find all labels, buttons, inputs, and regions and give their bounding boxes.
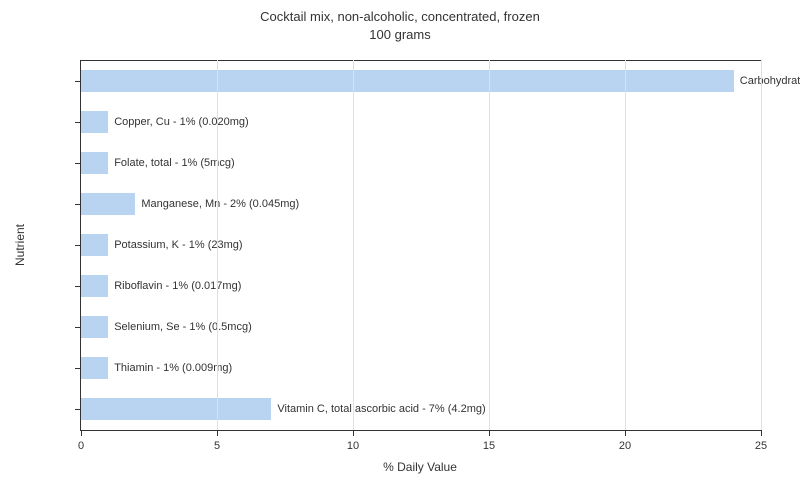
y-tick (75, 327, 81, 328)
chart-title: Cocktail mix, non-alcoholic, concentrate… (0, 8, 800, 43)
bar-row: Riboflavin - 1% (0.017mg) (81, 272, 761, 300)
x-tick (217, 430, 218, 436)
bar-row: Carbohydrates - 24% (71.60g) (81, 67, 761, 95)
y-tick (75, 368, 81, 369)
y-tick (75, 245, 81, 246)
bar (81, 316, 108, 338)
bar (81, 398, 271, 420)
x-tick (353, 430, 354, 436)
gridline (353, 60, 354, 430)
gridline (217, 60, 218, 430)
x-tick-label: 0 (78, 440, 84, 452)
bar (81, 193, 135, 215)
x-tick-label: 10 (347, 440, 359, 452)
plot-top-border (81, 60, 761, 61)
chart-title-line2: 100 grams (0, 26, 800, 44)
y-tick (75, 286, 81, 287)
bar (81, 111, 108, 133)
y-tick (75, 409, 81, 410)
chart-title-line1: Cocktail mix, non-alcoholic, concentrate… (0, 8, 800, 26)
bar-row: Vitamin C, total ascorbic acid - 7% (4.2… (81, 395, 761, 423)
bar-label: Selenium, Se - 1% (0.5mcg) (108, 321, 252, 333)
bar-row: Copper, Cu - 1% (0.020mg) (81, 108, 761, 136)
x-tick-label: 5 (214, 440, 220, 452)
y-tick (75, 81, 81, 82)
bar-label: Vitamin C, total ascorbic acid - 7% (4.2… (271, 403, 485, 415)
bar (81, 357, 108, 379)
x-tick (761, 430, 762, 436)
bar-label: Potassium, K - 1% (23mg) (108, 239, 242, 251)
x-tick (81, 430, 82, 436)
y-tick (75, 122, 81, 123)
nutrient-chart: Cocktail mix, non-alcoholic, concentrate… (0, 0, 800, 500)
bars-layer: Carbohydrates - 24% (71.60g) Copper, Cu -… (81, 60, 761, 430)
x-tick-label: 20 (619, 440, 631, 452)
bar-row: Thiamin - 1% (0.009mg) (81, 354, 761, 382)
x-tick (625, 430, 626, 436)
gridline (489, 60, 490, 430)
bar-row: Selenium, Se - 1% (0.5mcg) (81, 313, 761, 341)
gridline (761, 60, 762, 430)
bar-label: Carbohydrates - 24% (71.60g) (734, 75, 800, 87)
bar-label: Thiamin - 1% (0.009mg) (108, 362, 232, 374)
y-tick (75, 163, 81, 164)
x-axis-label: % Daily Value (80, 460, 760, 474)
y-axis-label-container: Nutrient (12, 60, 28, 430)
bar (81, 234, 108, 256)
bar-row: Potassium, K - 1% (23mg) (81, 231, 761, 259)
bar (81, 275, 108, 297)
y-tick (75, 204, 81, 205)
plot-area: Carbohydrates - 24% (71.60g) Copper, Cu -… (80, 60, 761, 431)
bar-label: Riboflavin - 1% (0.017mg) (108, 280, 241, 292)
x-tick-label: 15 (483, 440, 495, 452)
gridline (625, 60, 626, 430)
bar-row: Manganese, Mn - 2% (0.045mg) (81, 190, 761, 218)
bar-label: Folate, total - 1% (5mcg) (108, 157, 234, 169)
bar (81, 70, 734, 92)
y-axis-label: Nutrient (13, 224, 27, 266)
x-tick-label: 25 (755, 440, 767, 452)
x-tick (489, 430, 490, 436)
bar-row: Folate, total - 1% (5mcg) (81, 149, 761, 177)
bar-label: Copper, Cu - 1% (0.020mg) (108, 116, 249, 128)
bar (81, 152, 108, 174)
